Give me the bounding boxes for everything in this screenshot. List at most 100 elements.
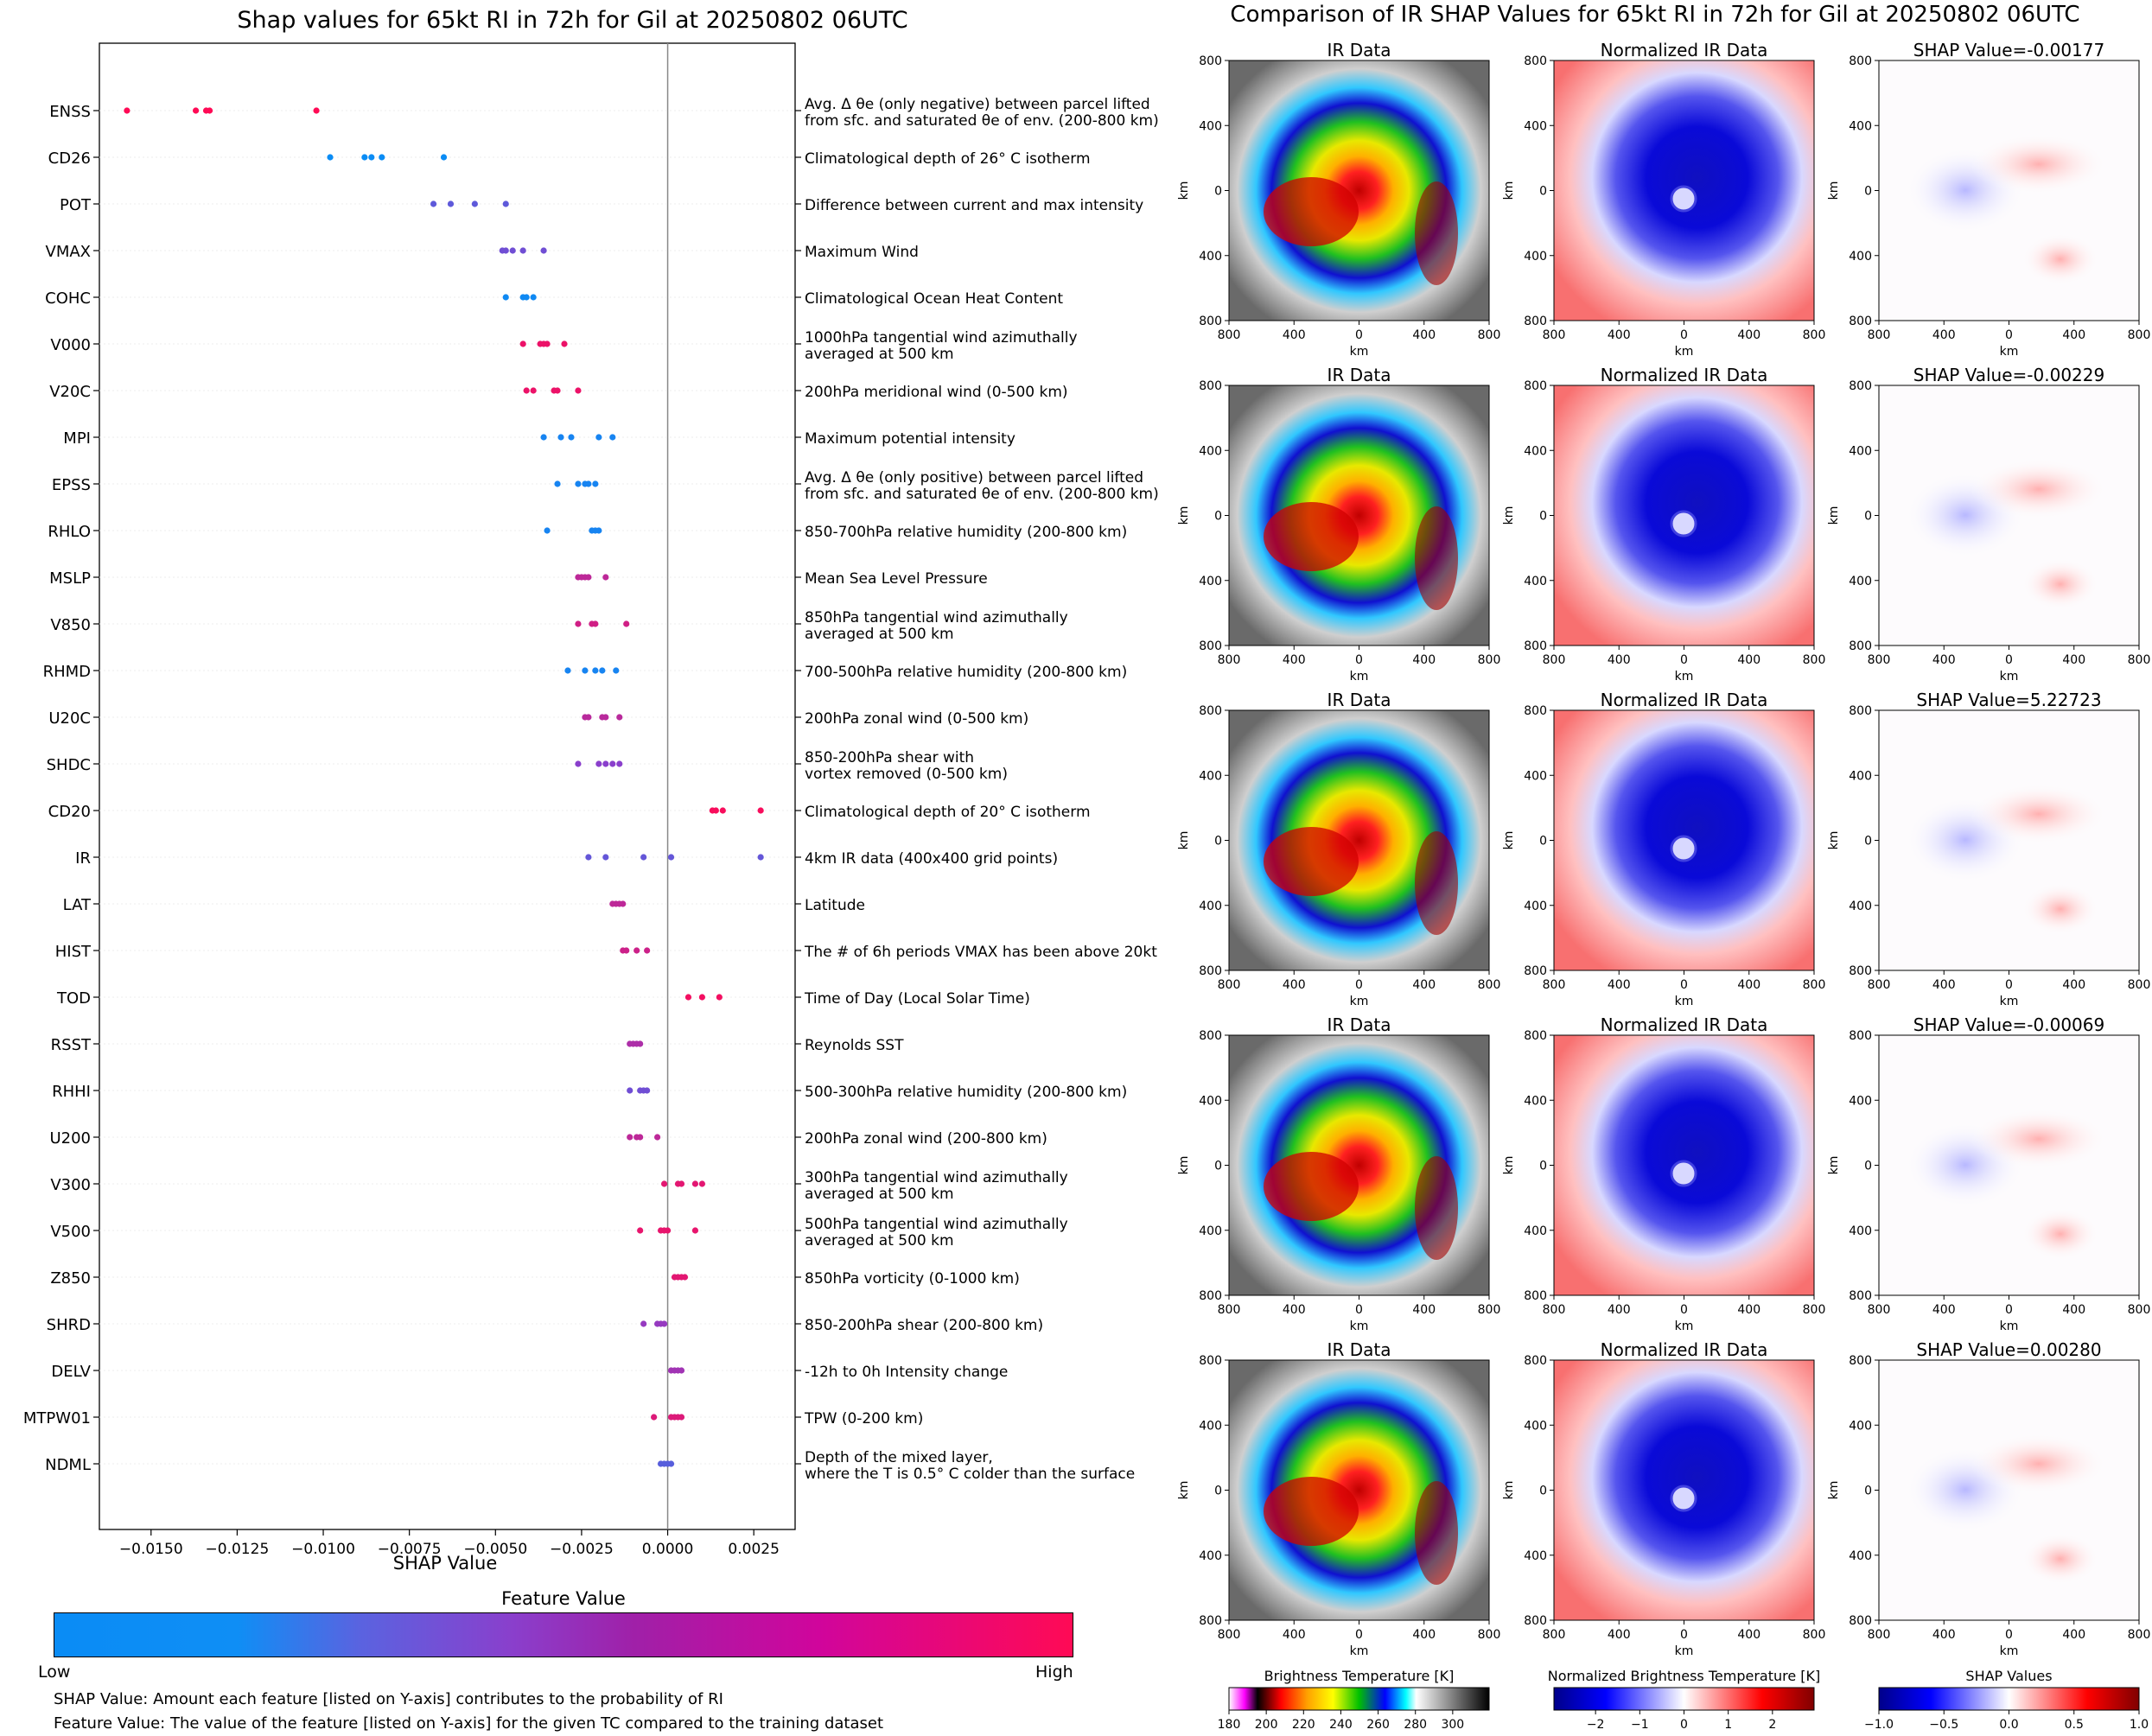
shap-point-mslp: [585, 574, 592, 581]
x-tick-label: 800: [2128, 1303, 2151, 1317]
x-tick-label: 0: [1680, 1303, 1688, 1317]
feature-label-rhlo: RHLO: [48, 523, 91, 541]
shap-point-rhhi: [627, 1087, 634, 1094]
feature-desc-enss: from sfc. and saturated θe of env. (200-…: [805, 112, 1158, 130]
y-tick-label: 400: [1199, 250, 1222, 264]
ir-rainband: [1415, 181, 1458, 285]
shap-point-hist: [623, 947, 630, 954]
ir-convective-core: [1264, 827, 1359, 896]
y-tick-label: 400: [1524, 1419, 1547, 1433]
x-tick-label: 800: [1478, 328, 1501, 342]
shap-positive-region: [1970, 1434, 2108, 1494]
shap-point-cd26: [368, 154, 375, 161]
y-tick-label: 800: [1524, 1354, 1547, 1368]
brightness-temperature-colorbar-tick-label: 260: [1366, 1718, 1390, 1732]
x-axis-label: SHAP Value: [392, 1553, 498, 1574]
feature-desc-v500: averaged at 500 km: [805, 1232, 954, 1250]
shap-values-colorbar-tick-label: 1.0: [2130, 1718, 2149, 1732]
shap-values-colorbar-tick-label: 0.5: [2065, 1718, 2084, 1732]
shap-point-v20c: [554, 387, 561, 394]
x-tick-label: 800: [1218, 328, 1241, 342]
feature-desc-v20c: 200hPa meridional wind (0-500 km): [805, 384, 1068, 401]
normalized-ir-eye: [1670, 1485, 1697, 1512]
shap-values-colorbar-title: SHAP Values: [1965, 1668, 2052, 1684]
x-tick-label: 800: [1543, 1303, 1566, 1317]
x-tick-label: 0: [2005, 1628, 2013, 1642]
shap-point-shrd: [660, 1320, 668, 1327]
y-tick-label: 800: [1199, 964, 1222, 978]
shap-panel-title: SHAP Value=0.00280: [1916, 1339, 2101, 1360]
x-tick-label: 0: [1355, 1628, 1363, 1642]
colorbar-high-label: High: [1035, 1663, 1073, 1682]
shap-point-shrd: [640, 1320, 647, 1327]
y-axis-unit: km: [1827, 181, 1841, 200]
x-tick-label: 400: [1932, 328, 1956, 342]
x-axis-unit: km: [1350, 1319, 1369, 1333]
y-tick-label: 0: [1539, 835, 1547, 849]
x-tick-label: 400: [1608, 653, 1631, 667]
x-axis-unit: km: [2000, 670, 2019, 684]
shap-point-v20c: [530, 387, 537, 394]
brightness-temperature-colorbar-tick-label: 300: [1441, 1718, 1464, 1732]
feature-desc-epss: Avg. Δ θe (only positive) between parcel…: [805, 469, 1143, 486]
y-tick-label: 400: [1199, 769, 1222, 783]
shap-point-epss: [575, 480, 582, 487]
shap-point-enss: [206, 107, 213, 114]
shap-point-mslp: [602, 574, 609, 581]
y-tick-label: 800: [1199, 1029, 1222, 1043]
feature-desc-shrd: 850-200hPa shear (200-800 km): [805, 1317, 1043, 1334]
shap-point-cohc: [523, 294, 530, 301]
x-tick-label: 400: [1932, 653, 1956, 667]
feature-label-cd20: CD20: [48, 803, 91, 821]
shap-point-u20c: [602, 714, 609, 721]
x-tick-label: 0.0025: [728, 1541, 779, 1558]
shap-positive-region: [1970, 134, 2108, 194]
y-tick-label: 400: [1199, 900, 1222, 913]
y-tick-label: 800: [1849, 1289, 1872, 1303]
feature-label-lat: LAT: [63, 896, 92, 914]
x-axis-unit: km: [2000, 345, 2019, 359]
y-tick-label: 400: [1849, 250, 1872, 264]
shap-point-ir: [602, 854, 609, 861]
x-tick-label: 0: [2005, 328, 2013, 342]
y-tick-label: 400: [1849, 119, 1872, 133]
shap-point-u20c: [585, 714, 592, 721]
feature-value-note: Feature Value: The value of the feature …: [54, 1714, 884, 1733]
shap-point-pot: [430, 200, 437, 207]
normalized-temperature-colorbar: [1553, 1687, 1815, 1711]
x-tick-label: 0: [1355, 978, 1363, 992]
feature-desc-v850: 850hPa tangential wind azimuthally: [805, 609, 1068, 626]
right-chart-title: Comparison of IR SHAP Values for 65kt RI…: [1230, 2, 2080, 28]
x-tick-label: 400: [1737, 1303, 1760, 1317]
x-tick-label: 400: [1283, 1628, 1306, 1642]
x-tick-label: 400: [1608, 1303, 1631, 1317]
x-tick-label: 800: [1868, 1303, 1891, 1317]
shap-point-shdc: [575, 760, 582, 767]
shap-point-v000: [561, 340, 568, 347]
x-tick-label: −0.0150: [119, 1541, 183, 1558]
y-tick-label: 0: [1864, 1485, 1872, 1498]
y-tick-label: 400: [1199, 444, 1222, 458]
shap-panel-title: SHAP Value=-0.00177: [1913, 40, 2104, 60]
colorbar-title: Feature Value: [501, 1588, 626, 1609]
ir-data-title: IR Data: [1327, 40, 1391, 60]
y-tick-label: 0: [1214, 185, 1222, 199]
y-tick-label: 800: [1524, 639, 1547, 653]
feature-desc-u200: 200hPa zonal wind (200-800 km): [805, 1130, 1047, 1148]
x-tick-label: 0.0000: [642, 1541, 693, 1558]
feature-desc-tod: Time of Day (Local Solar Time): [804, 990, 1030, 1008]
y-tick-label: 400: [1199, 1224, 1222, 1238]
y-tick-label: 0: [1864, 1160, 1872, 1173]
y-axis-unit: km: [1177, 181, 1191, 200]
x-tick-label: 400: [2062, 1303, 2085, 1317]
y-axis-unit: km: [1827, 506, 1841, 525]
feature-desc-z850: 850hPa vorticity (0-1000 km): [805, 1270, 1020, 1288]
x-tick-label: 800: [1803, 653, 1826, 667]
shap-point-v850: [592, 620, 599, 627]
normalized-temperature-colorbar-tick-label: 1: [1724, 1718, 1732, 1732]
y-tick-label: 400: [1199, 119, 1222, 133]
feature-label-v300: V300: [50, 1176, 91, 1194]
shap-point-rhmd: [582, 667, 589, 674]
shap-point-epss: [554, 480, 561, 487]
shap-values-colorbar-tick-label: −1.0: [1864, 1718, 1894, 1732]
